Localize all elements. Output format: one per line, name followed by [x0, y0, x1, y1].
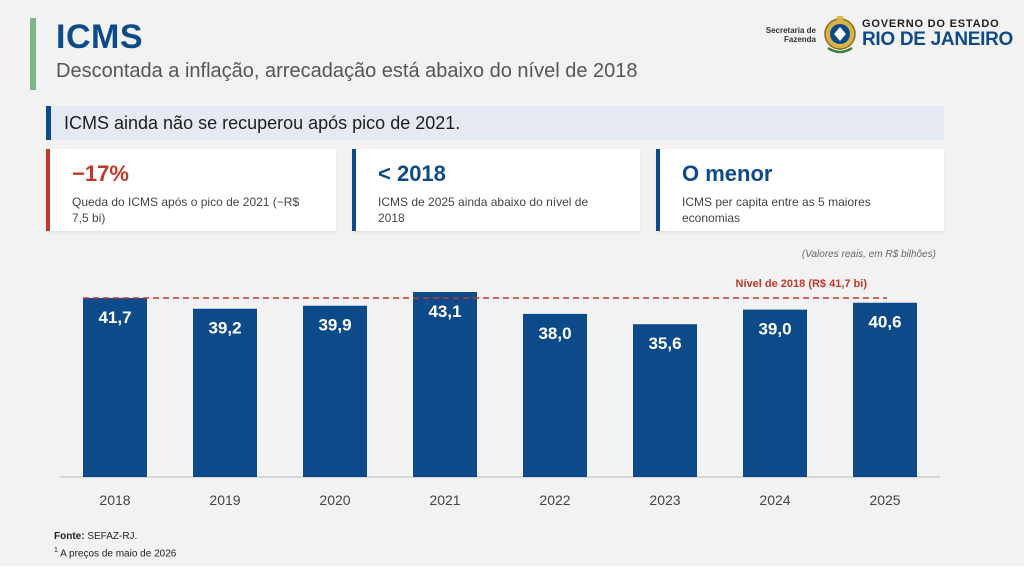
source-label: Fonte:: [54, 531, 85, 542]
footnote-marker: 1: [54, 547, 58, 554]
kpi-card-value: −17%: [72, 161, 129, 186]
footnote: 1 A preços de maio de 2026: [54, 547, 176, 559]
banner-text: ICMS ainda não se recuperou após pico de…: [64, 113, 461, 133]
x-tick-label: 2018: [99, 492, 130, 508]
page-title: ICMS: [56, 18, 143, 56]
kpi-card-value: < 2018: [378, 161, 446, 186]
bar-2024: [743, 309, 807, 477]
x-tick-label: 2024: [759, 492, 790, 508]
kpi-card-stripe: [656, 149, 660, 231]
kpi-card-below-2018: < 2018 ICMS de 2025 ainda abaixo do níve…: [352, 149, 640, 231]
bar-value-label: 39,0: [758, 320, 791, 339]
bar-value-label: 41,7: [98, 308, 131, 327]
bar-2020: [303, 305, 367, 477]
kpi-card-stripe: [46, 149, 50, 231]
footnote-text: A preços de maio de 2026: [60, 548, 177, 560]
source-value: SEFAZ-RJ.: [87, 531, 138, 542]
kpi-card-value: O menor: [682, 161, 773, 186]
source-note: Fonte: SEFAZ-RJ.: [54, 531, 137, 542]
x-tick-label: 2019: [209, 492, 240, 508]
bar-2022: [523, 313, 587, 477]
bar-2023: [633, 324, 697, 477]
x-tick-label: 2025: [869, 492, 900, 508]
reference-line-label: Nível de 2018 (R$ 41,7 bi): [736, 278, 868, 290]
coat-of-arms-icon: [824, 16, 856, 54]
x-tick-label: 2022: [539, 492, 570, 508]
icms-bar-chart: 41,7 2018 39,2 2019 39,9 2020 43,1 2021 38,0 2022…: [60, 278, 940, 508]
kpi-card-description: Queda do ICMS após o pico de 2021 (−R$ 7…: [72, 195, 300, 225]
x-tick-label: 2021: [429, 492, 460, 508]
banner-accent-bar: [46, 106, 51, 140]
bottom-strip: [0, 566, 1024, 576]
government-logo: Secretaria de Fazenda GOVERNO DO ESTADO …: [764, 14, 1013, 58]
bar-2025: [853, 302, 917, 477]
bar-value-label: 39,2: [208, 319, 241, 338]
logo-secretaria-text: Secretaria de Fazenda: [765, 26, 816, 44]
bar-value-label: 39,9: [318, 316, 351, 335]
bar-value-label: 40,6: [868, 313, 901, 332]
bar-2019: [193, 308, 257, 477]
bar-2018: [83, 298, 147, 477]
page-subtitle: Descontada a inflação, arrecadação está …: [56, 60, 638, 82]
kpi-card-description: ICMS de 2025 ainda abaixo do nível de 20…: [378, 195, 589, 225]
bar-value-label: 43,1: [428, 302, 461, 321]
kpi-card-lowest: O menor ICMS per capita entre as 5 maior…: [656, 149, 944, 231]
bar-2021: [413, 292, 477, 477]
kpi-card-description: ICMS per capita entre as 5 maiores econo…: [682, 195, 871, 225]
kpi-card-drop: −17% Queda do ICMS após o pico de 2021 (…: [46, 149, 336, 231]
x-tick-label: 2020: [319, 492, 350, 508]
logo-estado-text: RIO DE JANEIRO: [862, 29, 1013, 50]
kpi-card-stripe: [352, 149, 356, 231]
title-accent-bar: [30, 18, 36, 90]
bar-value-label: 38,0: [538, 324, 571, 343]
logo-governo-text: GOVERNO DO ESTADO: [862, 18, 1000, 30]
x-tick-label: 2023: [649, 492, 680, 508]
highlight-banner: ICMS ainda não se recuperou após pico de…: [46, 106, 944, 140]
units-note: (Valores reais, em R$ bilhões): [801, 249, 936, 260]
bar-value-label: 35,6: [648, 334, 681, 353]
